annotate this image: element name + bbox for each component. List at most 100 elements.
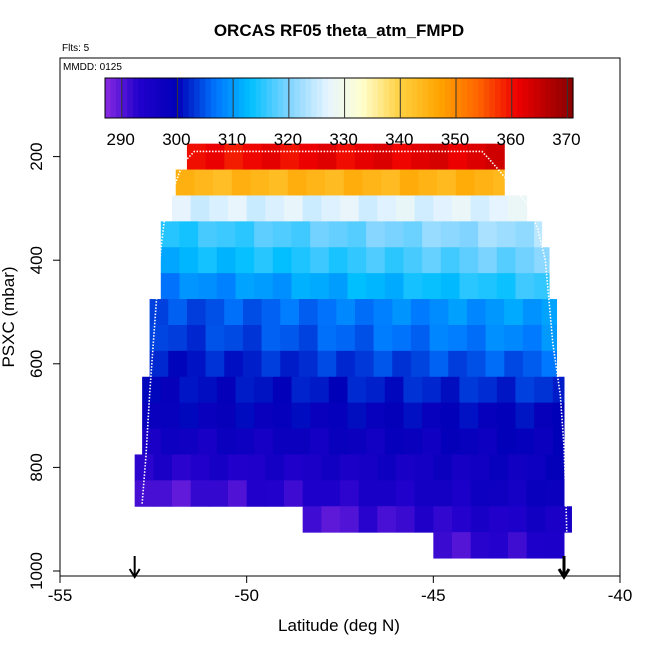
flight-track xyxy=(141,150,569,572)
heatmap-cell xyxy=(358,454,378,481)
heatmap-cell xyxy=(347,273,367,300)
colorbar-swatch xyxy=(561,78,569,118)
heatmap-cell xyxy=(508,195,528,222)
heatmap-cell xyxy=(403,221,423,248)
heatmap-cell xyxy=(149,299,169,326)
heatmap-cell xyxy=(384,273,404,300)
heatmap-cell xyxy=(336,143,356,171)
heatmap-cell xyxy=(478,221,498,248)
heatmap-cell xyxy=(231,169,251,196)
heatmap-cell xyxy=(261,350,281,378)
heatmap-cell xyxy=(235,221,255,248)
colorbar-tick-label: 320 xyxy=(274,130,302,149)
heatmap-cell xyxy=(366,428,386,455)
heatmap-cell xyxy=(336,299,356,326)
colorbar-swatch xyxy=(439,78,446,118)
heatmap-cell xyxy=(254,428,274,455)
heatmap-cell xyxy=(209,195,229,222)
heatmap-cell xyxy=(216,402,236,430)
heatmap-cell xyxy=(194,169,214,196)
heatmap-cell xyxy=(246,480,266,507)
heatmap-cell xyxy=(564,506,572,533)
colorbar-swatch xyxy=(205,78,212,118)
heatmap-cell xyxy=(347,221,367,248)
colorbar-swatch xyxy=(495,78,502,118)
heatmap-cell xyxy=(418,169,438,196)
heatmap-cell xyxy=(198,221,218,248)
heatmap-cell xyxy=(526,454,546,481)
colorbar-swatch xyxy=(444,78,452,118)
heatmap-cell xyxy=(306,169,326,196)
heatmap-cell xyxy=(552,428,565,455)
y-axis-label: PSXC (mbar) xyxy=(0,266,18,367)
heatmap-cell xyxy=(373,324,393,352)
colorbar-tick-label: 300 xyxy=(162,130,190,149)
colorbar-swatch xyxy=(545,78,552,118)
heatmap-cell xyxy=(478,247,498,274)
heatmap-cell xyxy=(317,299,337,326)
colorbar-swatch xyxy=(288,78,296,118)
heatmap-cell xyxy=(347,428,367,455)
colorbar-swatch xyxy=(378,78,385,118)
heatmap-cell xyxy=(317,143,337,171)
colorbar: 290 300 310 320 330 340 350 360 370 xyxy=(104,77,581,149)
heatmap-cell xyxy=(399,169,419,196)
heatmap-cell xyxy=(347,376,367,404)
heatmap-cell xyxy=(246,454,266,481)
heatmap-cell xyxy=(440,428,460,455)
heatmap-cell xyxy=(198,402,218,430)
heatmap-cell xyxy=(328,221,348,248)
colorbar-swatch xyxy=(506,78,513,118)
heatmap-cell xyxy=(190,480,210,507)
heatmap-cell xyxy=(302,480,322,507)
colorbar-swatch xyxy=(300,78,307,118)
heatmap-cell xyxy=(134,480,154,507)
heatmap-cell xyxy=(373,299,393,326)
heatmap-cell xyxy=(422,221,442,248)
heatmap-cell xyxy=(209,480,229,507)
heatmap-cell xyxy=(291,428,311,455)
colorbar-swatch xyxy=(194,78,201,118)
heatmap-cell xyxy=(366,247,386,274)
heatmap-cell xyxy=(448,299,468,326)
heatmap-cell xyxy=(284,480,304,507)
heatmap-cell xyxy=(142,428,162,455)
heatmap-cell xyxy=(534,428,554,455)
heatmap-cell xyxy=(522,299,543,326)
heatmap-cell xyxy=(179,402,199,430)
heatmap-cell xyxy=(470,454,490,481)
heatmap-cell xyxy=(205,143,225,171)
heatmap-cell xyxy=(485,324,505,352)
heatmap-cell xyxy=(455,169,475,196)
heatmap-cell xyxy=(172,454,192,481)
heatmap-cell xyxy=(504,324,524,352)
colorbar-swatch xyxy=(222,78,229,118)
heatmap-cell xyxy=(478,428,498,455)
colorbar-swatch xyxy=(266,78,273,118)
colorbar-swatch xyxy=(160,78,167,118)
heatmap-cell xyxy=(396,195,416,222)
heatmap-cell xyxy=(437,169,457,196)
heatmap-cell xyxy=(534,376,554,404)
heatmap-cell xyxy=(366,273,386,300)
heatmap-cell xyxy=(429,299,449,326)
heatmap-cell xyxy=(466,350,487,378)
heatmap-cell xyxy=(526,532,546,559)
heatmap-cell xyxy=(261,324,281,352)
colorbar-swatch xyxy=(155,78,162,118)
colorbar-swatch xyxy=(456,78,463,118)
heatmap-cell xyxy=(347,247,367,274)
heatmap-cell xyxy=(328,273,348,300)
heatmap-cell xyxy=(328,247,348,274)
heatmap-cell xyxy=(179,428,199,455)
heatmap-cell xyxy=(422,273,442,300)
heatmap-cell xyxy=(310,221,330,248)
y-tick-label: 800 xyxy=(27,453,46,481)
colorbar-swatch xyxy=(166,78,173,118)
heatmap-cell xyxy=(186,324,207,352)
heatmap-cell xyxy=(452,532,472,559)
heatmap-cell xyxy=(489,480,509,507)
heatmap-cell xyxy=(228,480,248,507)
heatmap-cell xyxy=(366,221,386,248)
colorbar-swatch xyxy=(550,78,557,118)
